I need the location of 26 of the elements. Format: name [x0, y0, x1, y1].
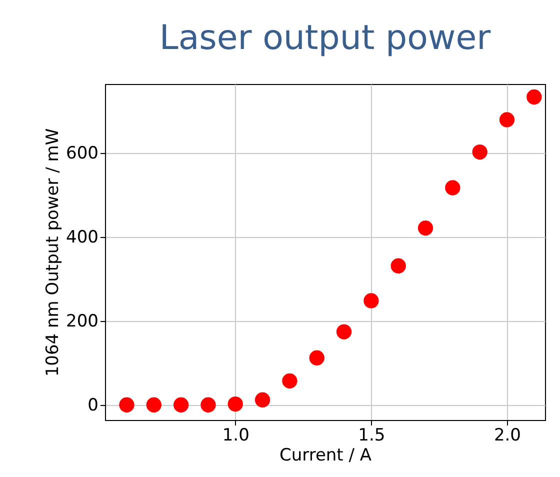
point — [228, 396, 243, 412]
x-tick-label: 2.0 — [494, 426, 521, 446]
y-axis-title: 1064 nm Output power / mW — [43, 128, 64, 377]
point — [526, 89, 542, 105]
point — [336, 324, 352, 340]
point — [418, 220, 434, 236]
point — [309, 350, 324, 366]
point — [200, 397, 216, 412]
point — [119, 397, 134, 412]
x-tick-label: 1.0 — [222, 426, 250, 446]
point — [445, 180, 460, 196]
point — [499, 112, 515, 128]
y-tick-label: 600 — [66, 143, 98, 164]
point — [146, 397, 162, 412]
chart-title: Laser output power — [159, 18, 491, 58]
y-tick-label: 0 — [88, 395, 98, 416]
point — [364, 293, 379, 308]
point — [282, 373, 298, 389]
point — [390, 258, 406, 274]
y-tick-label: 200 — [66, 311, 98, 332]
point — [173, 397, 189, 412]
y-tick-label: 400 — [66, 227, 98, 248]
point — [472, 144, 488, 160]
x-axis-title: Current / A — [279, 446, 372, 466]
point — [254, 392, 270, 408]
x-tick-label: 1.5 — [358, 426, 386, 446]
